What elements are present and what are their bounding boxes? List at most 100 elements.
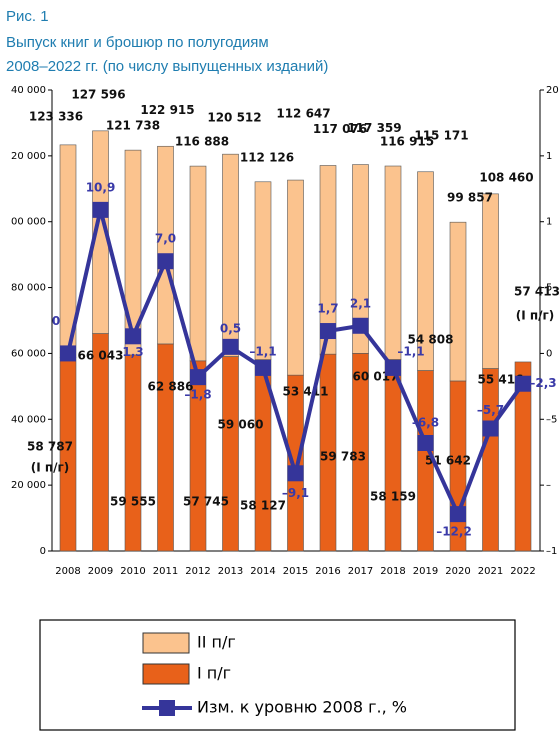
y2-tick-label: 20: [546, 85, 559, 96]
bar-segment: [189, 165, 207, 362]
bar-segment: [222, 356, 239, 552]
figure-label: Рис. 1: [6, 8, 49, 25]
total-label: 112 126: [240, 150, 294, 164]
bar-segment: [384, 359, 402, 552]
total-label: 112 647: [276, 107, 330, 121]
y2-tick-label: –: [546, 480, 551, 491]
line-marker: [417, 434, 434, 451]
bar-segment: [514, 361, 532, 552]
x-tick-label: 2014: [250, 566, 275, 577]
bar-segment: [92, 130, 109, 334]
line-marker: [125, 328, 141, 345]
bar-segment: [157, 343, 174, 552]
bar-segment: [482, 193, 499, 369]
line-marker: [450, 506, 466, 523]
line-label: 1,7: [317, 302, 338, 316]
bar-segment: [417, 171, 434, 371]
line-label: 10,9: [86, 180, 116, 194]
annotation: (I п/г): [516, 308, 555, 322]
total-label: 120 512: [207, 111, 261, 125]
total-label: 115 171: [414, 128, 468, 142]
x-tick-label: 2016: [315, 566, 340, 577]
bar-segment: [92, 333, 109, 552]
total-label: 127 596: [71, 87, 125, 101]
x-tick-label: 2015: [283, 566, 308, 577]
bar-segment: [254, 181, 272, 360]
chart-subtitle: 2008–2022 гг. (по числу выпущенных издан…: [6, 58, 328, 75]
total-label: 117 359: [347, 121, 401, 135]
x-tick-label: 2021: [478, 566, 503, 577]
data-label: 62 886: [148, 380, 194, 394]
y2-tick-label: 1: [546, 151, 552, 162]
total-label: 122 915: [140, 103, 194, 117]
y-tick-label: 20 000: [11, 151, 46, 162]
line-marker: [60, 345, 76, 362]
data-label: 58 159: [370, 490, 416, 504]
bar-segment: [319, 165, 337, 355]
line-marker: [190, 369, 206, 386]
bar-segment: [124, 149, 142, 356]
y2-tick-label: 5: [546, 283, 552, 294]
total-label: 108 460: [479, 170, 533, 184]
line-marker: [157, 253, 174, 270]
line-label: –1,8: [184, 388, 211, 402]
line-marker: [287, 465, 304, 482]
line-marker: [92, 201, 109, 218]
line-label: –9,1: [282, 486, 309, 500]
line-marker: [222, 338, 239, 355]
legend-marker: [159, 700, 175, 716]
total-label: 116 888: [175, 135, 229, 149]
data-label: 55 416: [478, 373, 524, 387]
line-marker: [515, 375, 531, 392]
total-label: 116 915: [380, 135, 434, 149]
y-tick-label: 0: [40, 546, 46, 557]
bar-segment: [222, 153, 239, 357]
bar-segment: [287, 374, 304, 552]
y2-tick-label: –5: [546, 414, 557, 425]
line-label: 0: [52, 314, 60, 328]
line-marker: [352, 317, 369, 334]
data-label: 57 745: [183, 495, 229, 509]
line-label: 0,5: [220, 321, 241, 335]
x-tick-label: 2022: [510, 566, 535, 577]
data-label: 53 411: [283, 385, 329, 399]
y-tick-label: 80 000: [11, 283, 46, 294]
bar-segment: [449, 221, 467, 382]
legend-label: Изм. к уровню 2008 г., %: [197, 698, 407, 717]
line-label: –5,7: [477, 403, 504, 417]
data-label: 54 808: [408, 333, 454, 347]
legend-label: II п/г: [197, 633, 236, 652]
data-label: 66 043: [78, 349, 124, 363]
y-tick-label: 40 000: [11, 85, 46, 96]
total-label: 99 857: [447, 191, 493, 205]
legend-swatch: [142, 663, 190, 685]
x-tick-label: 2010: [120, 566, 145, 577]
line-label: –1,1: [249, 344, 276, 358]
line-label: –6,8: [412, 415, 439, 429]
data-label: 58 127: [240, 499, 286, 513]
data-label: 59 783: [320, 450, 366, 464]
line-label: 2,1: [350, 296, 371, 310]
line-label: –12,2: [436, 525, 472, 539]
line-label: –1,1: [397, 344, 424, 358]
x-tick-label: 2019: [413, 566, 438, 577]
x-tick-label: 2009: [88, 566, 113, 577]
legend-swatch: [142, 632, 190, 654]
data-label: 59 060: [218, 418, 264, 432]
x-tick-label: 2012: [185, 566, 210, 577]
y2-tick-label: 0: [546, 348, 552, 359]
bar-segment: [287, 179, 304, 376]
legend-label: I п/г: [197, 664, 231, 683]
y-tick-label: 00 000: [11, 217, 46, 228]
line-marker: [255, 359, 271, 376]
line-label: 1,3: [122, 345, 143, 359]
total-label: 57 413: [514, 284, 560, 298]
line-marker: [385, 359, 401, 376]
line-label: 7,0: [155, 232, 176, 246]
annotation: (I п/г): [31, 461, 70, 475]
y-tick-label: 40 000: [11, 414, 46, 425]
line-marker: [320, 323, 336, 340]
line-label: –2,3: [529, 376, 556, 390]
total-label: 123 336: [29, 109, 83, 123]
